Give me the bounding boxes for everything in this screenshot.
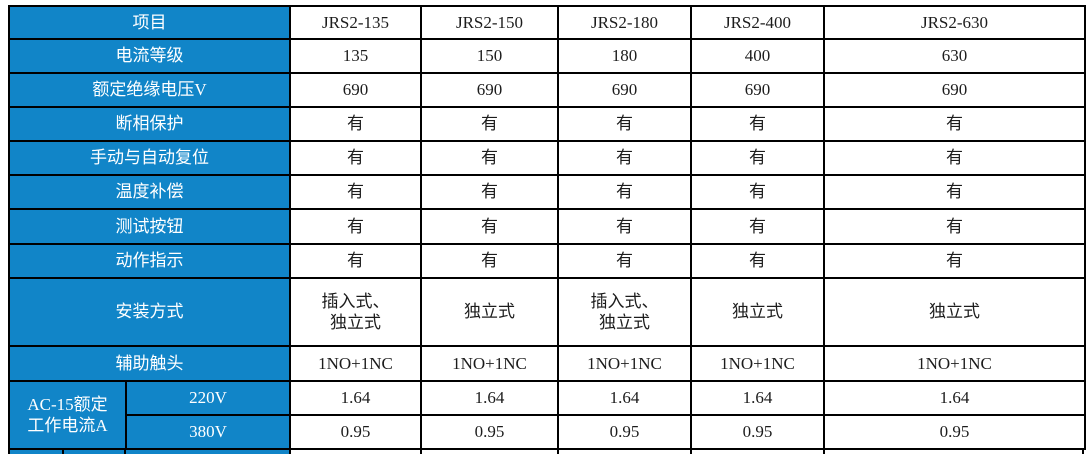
spec-cell: 有 [557,208,692,245]
spec-cell: 1.64 [420,380,559,416]
spec-cell: 有 [690,243,825,279]
spec-cell: 插入式、 独立式 [289,277,422,347]
spec-cell: 0.95 [557,414,692,450]
table-row-action-indicator: 动作指示 有 有 有 有 有 [8,243,1086,279]
spec-cell: 630 [823,38,1086,74]
spec-cell: 有 [690,106,825,142]
row-label: 额定绝缘电压V [8,72,291,108]
spec-cell: 有 [557,140,692,176]
table-row-mounting-type: 安装方式 插入式、 独立式 独立式 插入式、 独立式 独立式 独立式 [8,277,1086,347]
spec-cell: 1.64 [690,380,825,416]
spec-cell: 有 [690,208,825,245]
spec-cell: 1.64 [289,380,422,416]
spec-cell: 690 [289,72,422,108]
spec-cell: 0.95 [690,414,825,450]
table-row-manual-auto-reset: 手动与自动复位 有 有 有 有 有 [8,140,1086,176]
table-row-insulation-voltage: 额定绝缘电压V 690 690 690 690 690 [8,72,1086,108]
cutoff-cell [64,450,126,454]
spec-cell: 插入式、 独立式 [557,277,692,347]
spec-cell: 有 [420,106,559,142]
row-sublabel-380v: 380V [125,414,291,450]
spec-cell: 有 [823,106,1086,142]
header-label-cell: 项目 [8,5,291,40]
table-row-phase-failure-protection: 断相保护 有 有 有 有 有 [8,106,1086,142]
cutoff-next-row [8,450,1084,454]
column-header-jrs2-135: JRS2-135 [289,5,422,40]
spec-cell: 1.64 [823,380,1086,416]
cutoff-cell [559,450,692,454]
spec-cell: 有 [289,174,422,210]
spec-cell: 有 [690,174,825,210]
spec-cell: 0.95 [289,414,422,450]
table-row-ac15-380v: 380V 0.95 0.95 0.95 0.95 0.95 [9,414,1086,450]
row-label: 动作指示 [8,243,291,279]
table-row-current-rating: 电流等级 135 150 180 400 630 [8,38,1086,74]
spec-cell: 有 [823,243,1086,279]
spec-cell: 有 [289,208,422,245]
table-row-auxiliary-contacts: 辅助触头 1NO+1NC 1NO+1NC 1NO+1NC 1NO+1NC 1NO… [8,345,1086,382]
spec-cell: 有 [420,174,559,210]
cutoff-cell [422,450,559,454]
table-row-test-button: 测试按钮 有 有 有 有 有 [8,208,1086,245]
spec-cell: 690 [690,72,825,108]
cutoff-cell [291,450,422,454]
spec-cell: 135 [289,38,422,74]
spec-cell: 有 [557,106,692,142]
spec-cell: 690 [420,72,559,108]
spec-cell: 独立式 [690,277,825,347]
spec-cell: 有 [823,174,1086,210]
spec-cell: 独立式 [420,277,559,347]
spec-cell: 180 [557,38,692,74]
spec-cell: 有 [823,140,1086,176]
row-label: 温度补偿 [8,174,291,210]
spec-cell: 有 [557,174,692,210]
spec-cell: 有 [557,243,692,279]
spec-cell: 1NO+1NC [690,345,825,382]
row-label: 断相保护 [8,106,291,142]
spec-cell: 1.64 [557,380,692,416]
table-header-row: 项目 JRS2-135 JRS2-150 JRS2-180 JRS2-400 J… [8,5,1086,40]
row-label: 辅助触头 [8,345,291,382]
spec-cell: 1NO+1NC [823,345,1086,382]
cutoff-cell [126,450,291,454]
spec-cell: 0.95 [823,414,1086,450]
spec-cell: 1NO+1NC [420,345,559,382]
spec-cell: 400 [690,38,825,74]
column-header-jrs2-400: JRS2-400 [690,5,825,40]
table-row-temperature-compensation: 温度补偿 有 有 有 有 有 [8,174,1086,210]
row-label: 安装方式 [8,277,291,347]
row-sublabel-220v: 220V [125,380,291,416]
spec-cell: 有 [420,140,559,176]
spec-table-container: 项目 JRS2-135 JRS2-150 JRS2-180 JRS2-400 J… [8,5,1086,454]
row-label-ac15-rated-current: AC-15额定 工作电流A [8,380,127,450]
spec-cell: 有 [289,243,422,279]
table-row-ac15-220v: AC-15额定 工作电流A 220V 1.64 1.64 1.64 1.64 1… [8,380,1086,450]
row-label: 测试按钮 [8,208,291,245]
column-header-jrs2-180: JRS2-180 [557,5,692,40]
column-header-jrs2-150: JRS2-150 [420,5,559,40]
spec-cell: 有 [420,208,559,245]
spec-cell: 1NO+1NC [289,345,422,382]
column-header-jrs2-630: JRS2-630 [823,5,1086,40]
spec-cell: 有 [289,106,422,142]
spec-cell: 独立式 [823,277,1086,347]
spec-cell: 有 [420,243,559,279]
spec-cell: 150 [420,38,559,74]
spec-cell: 有 [289,140,422,176]
cutoff-cell [825,450,1082,454]
spec-cell: 690 [557,72,692,108]
cutoff-cell [692,450,825,454]
spec-cell: 1NO+1NC [557,345,692,382]
row-label: 手动与自动复位 [8,140,291,176]
row-label: 电流等级 [8,38,291,74]
spec-cell: 0.95 [420,414,559,450]
cutoff-cell [10,450,64,454]
product-spec-table: 项目 JRS2-135 JRS2-150 JRS2-180 JRS2-400 J… [8,5,1086,450]
spec-cell: 有 [690,140,825,176]
spec-cell: 690 [823,72,1086,108]
spec-cell: 有 [823,208,1086,245]
